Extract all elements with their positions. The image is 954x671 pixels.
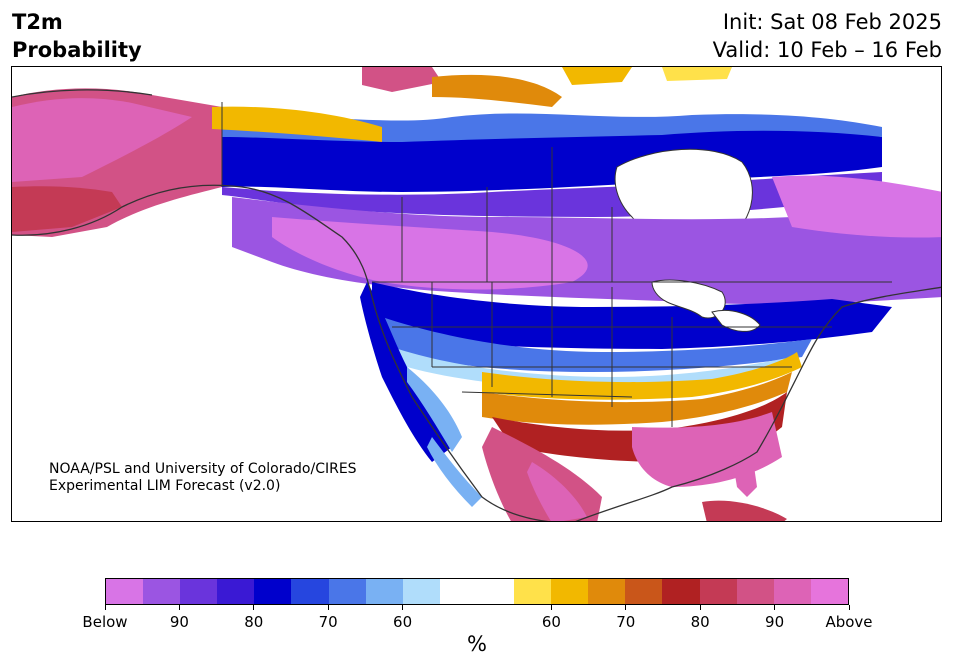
colorbar-segment — [662, 579, 700, 604]
great-lakes — [651, 279, 726, 319]
north-america-map — [12, 67, 941, 521]
colorbar-tick-label: 70 — [616, 613, 636, 631]
colorbar-segment — [551, 579, 589, 604]
canada-cold-edge-north — [222, 113, 882, 142]
colorbar-segment — [106, 579, 144, 604]
east-canada-lilac — [772, 175, 941, 238]
title-type: Probability — [12, 38, 142, 62]
us-cold-edge — [382, 317, 812, 372]
credit-text: NOAA/PSL and University of Colorado/CIRE… — [49, 461, 357, 495]
forecast-dates: Init: Sat 08 Feb 2025 Valid: 10 Feb – 16… — [713, 8, 942, 64]
colorbar-segment — [810, 579, 848, 604]
colorbar-tick-mark — [327, 605, 329, 610]
colorbar-tick-label: 80 — [690, 613, 710, 631]
colorbar-segment — [514, 579, 552, 604]
credit-line-1: NOAA/PSL and University of Colorado/CIRE… — [49, 461, 357, 477]
map-title: T2m Probability — [12, 8, 142, 64]
southwest-pale — [407, 367, 462, 452]
south-warm-edge — [482, 352, 802, 400]
credit-line-2: Experimental LIM Forecast (v2.0) — [49, 478, 281, 494]
colorbar-segment — [180, 579, 218, 604]
colorbar-segment — [439, 579, 477, 604]
colorbar-tick-label: 70 — [318, 613, 338, 631]
colorbar-tick-label: 80 — [244, 613, 264, 631]
west-coast-cold — [360, 282, 452, 462]
colorbar-segment — [254, 579, 292, 604]
colorbar-tick-mark — [402, 605, 404, 610]
colorbar-segment — [476, 579, 515, 604]
colorbar-tick-label: 90 — [169, 613, 189, 631]
us-cold-band — [372, 282, 892, 349]
mexico-inner — [527, 462, 587, 521]
alaska-inner — [12, 98, 192, 182]
init-date: Init: Sat 08 Feb 2025 — [722, 10, 942, 34]
colorbar-segment — [402, 579, 440, 604]
colorbar-tick-label: 60 — [393, 613, 413, 631]
colorbar-segment — [736, 579, 774, 604]
greenland-east-warm — [562, 67, 632, 85]
great-lakes-2 — [711, 310, 761, 332]
political-borders — [221, 102, 892, 427]
colorbar-segment — [588, 579, 626, 604]
colorbar-tick-mark — [774, 605, 776, 610]
title-variable: T2m — [12, 10, 63, 34]
baja-blue — [427, 437, 482, 507]
colorbar-segment — [699, 579, 737, 604]
colorbar-tick-mark — [104, 605, 106, 610]
colorbar-segment — [773, 579, 811, 604]
colorbar — [105, 578, 849, 605]
valid-dates: Valid: 10 Feb – 16 Feb — [712, 38, 942, 62]
colorbar-tick-label: 90 — [765, 613, 785, 631]
central-lilac — [272, 217, 588, 290]
colorbar-segment — [291, 579, 329, 604]
colorbar-segment — [365, 579, 403, 604]
colorbar-tick-label: Above — [825, 613, 873, 631]
colorbar-tick-mark — [550, 605, 552, 610]
colorbar-tick-label: 60 — [541, 613, 561, 631]
colorbar-tick-mark — [625, 605, 627, 610]
colorbar-tick-mark — [848, 605, 850, 610]
colorbar-segment — [625, 579, 663, 604]
cuba — [702, 500, 787, 521]
arctic-islands — [362, 67, 442, 92]
colorbar-tick-label: Below — [82, 613, 128, 631]
colorbar-segment — [328, 579, 366, 604]
arctic-warm-band — [432, 74, 562, 107]
canada-warm-north — [212, 106, 382, 142]
colorbar-tick-mark — [253, 605, 255, 610]
colorbar-unit: % — [467, 632, 487, 656]
coastlines — [12, 89, 941, 521]
colorbar-tick-mark — [178, 605, 180, 610]
colorbar-segment — [217, 579, 255, 604]
alaska-south — [12, 186, 122, 232]
south-warm-orange — [482, 372, 792, 425]
arctic-east-warm — [662, 67, 732, 81]
colorbar-tick-mark — [699, 605, 701, 610]
colorbar-segment — [143, 579, 181, 604]
probability-map — [11, 66, 942, 522]
